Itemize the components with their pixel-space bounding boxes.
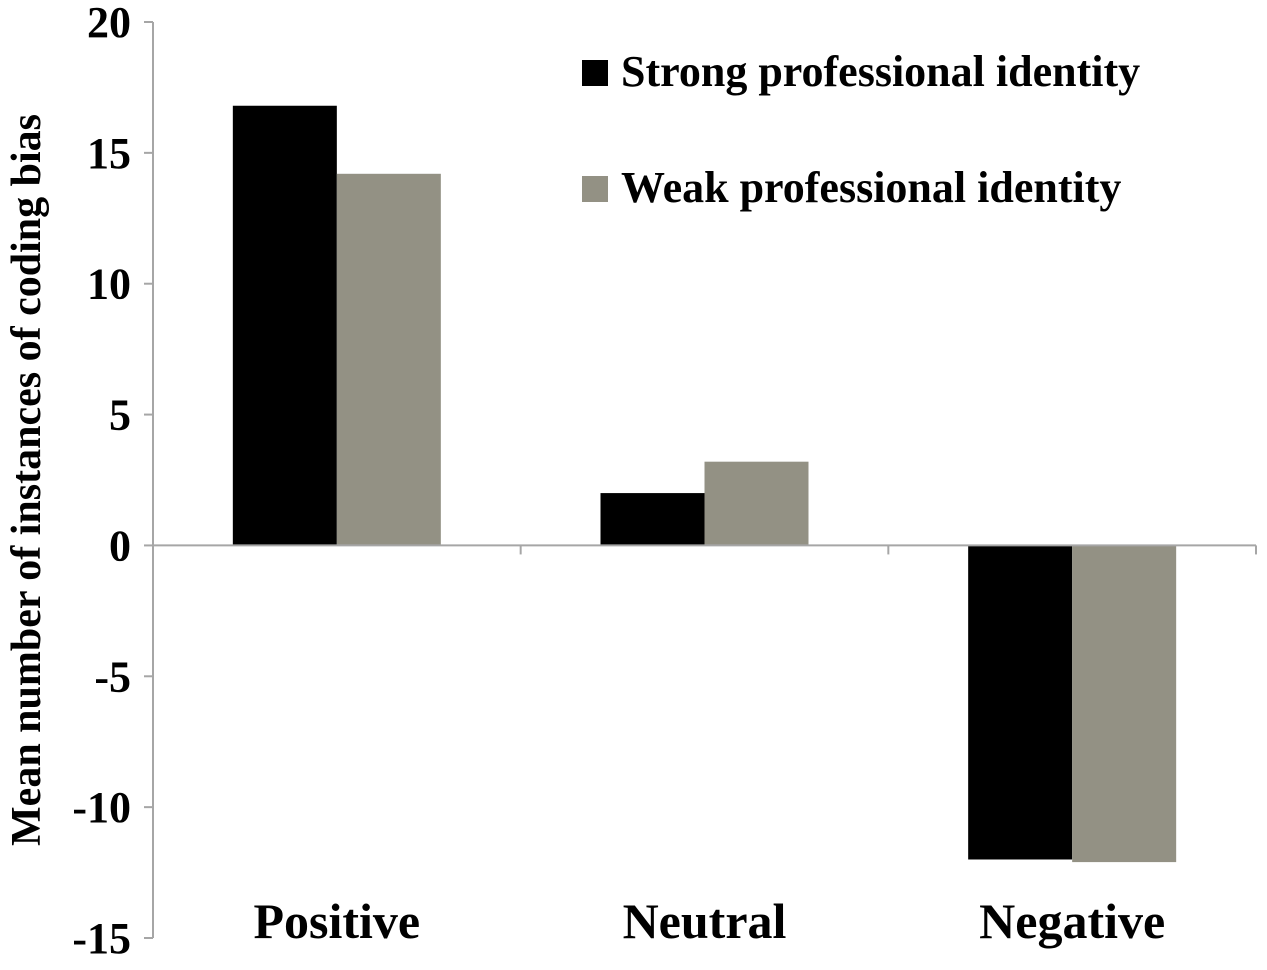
category-label-neutral: Neutral xyxy=(623,893,787,949)
category-label-positive: Positive xyxy=(254,893,421,949)
bars xyxy=(232,105,1177,863)
bar-positive-weak xyxy=(336,173,441,546)
y-tick-label: 15 xyxy=(87,129,131,178)
axes xyxy=(152,22,1257,938)
y-tick-label: 20 xyxy=(87,0,131,47)
y-tick-label: 10 xyxy=(87,260,131,309)
legend: Strong professional identity Weak profess… xyxy=(582,47,1140,212)
y-axis-ticks: 20 15 10 5 0 -5 -10 -15 xyxy=(72,0,153,963)
legend-label-strong: Strong professional identity xyxy=(621,47,1140,96)
y-tick-label: -15 xyxy=(72,914,131,963)
bar-neutral-strong xyxy=(600,493,705,546)
y-tick-label: 5 xyxy=(109,391,131,440)
bar-neutral-weak xyxy=(704,461,809,546)
y-tick-label: -5 xyxy=(94,652,131,701)
bar-positive-strong xyxy=(232,105,337,546)
y-tick-label: -10 xyxy=(72,783,131,832)
category-label-negative: Negative xyxy=(979,893,1165,949)
bar-negative-strong xyxy=(968,545,1073,860)
legend-swatch-strong xyxy=(582,60,608,86)
legend-label-weak: Weak professional identity xyxy=(621,163,1121,212)
y-axis-title: Mean number of instances of coding bias xyxy=(4,114,50,846)
legend-swatch-weak xyxy=(582,176,608,202)
category-labels: Positive Neutral Negative xyxy=(254,893,1166,949)
bar-negative-weak xyxy=(1072,545,1177,863)
y-tick-label: 0 xyxy=(109,521,131,570)
